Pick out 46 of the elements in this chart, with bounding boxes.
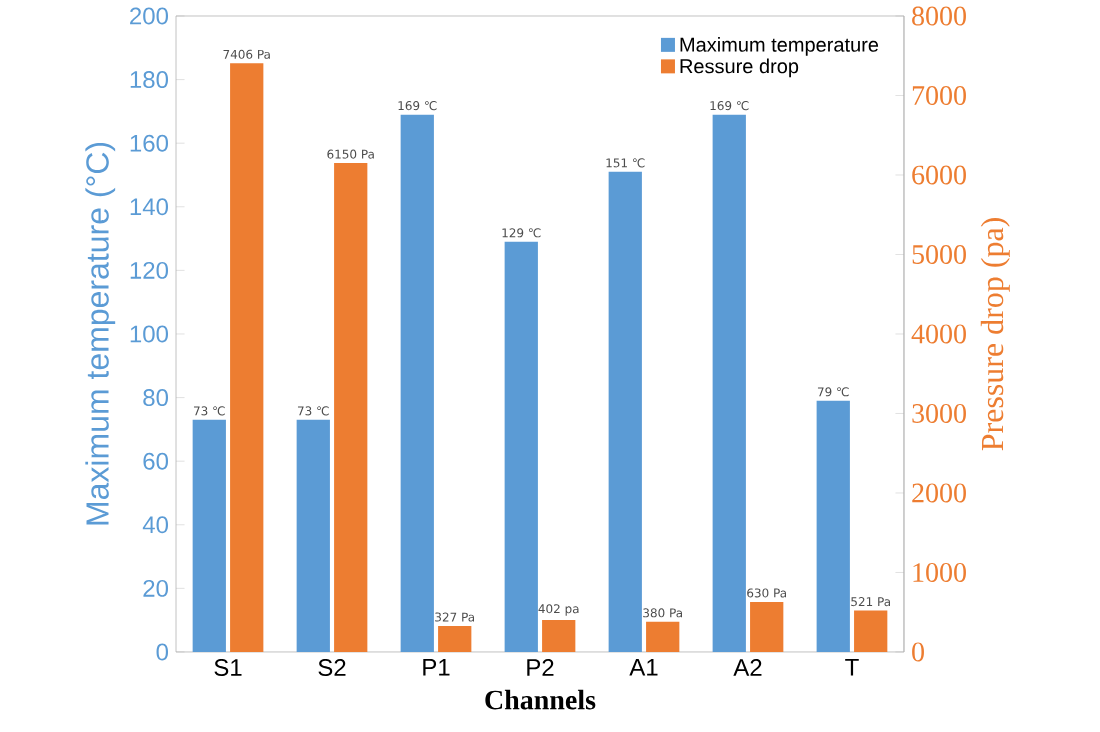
y2-tick-label: 5000 [912, 245, 966, 264]
y2-tick-label: 0 [912, 642, 924, 662]
x-tick-label: A2 [733, 659, 762, 676]
bar [816, 400, 850, 652]
y-tick-label: 120 [130, 261, 169, 279]
bar [750, 601, 784, 652]
bar [504, 241, 538, 652]
y-tick-label: 140 [130, 198, 169, 216]
y-tick-label: 20 [143, 579, 169, 597]
bar [192, 419, 226, 652]
y-tick-label: 0 [156, 643, 169, 661]
bar [608, 171, 642, 652]
bar [854, 610, 888, 652]
y2-tick-label: 8000 [912, 6, 966, 26]
y-tick-label: 80 [143, 389, 169, 407]
legend-label: Maximum temperature [680, 37, 879, 56]
x-tick-label: P1 [423, 659, 450, 676]
y-tick-label: 100 [130, 325, 169, 343]
bar [712, 114, 746, 652]
y2-tick-label: 3000 [912, 404, 966, 423]
y2-tick-label: 6000 [912, 165, 966, 185]
y2-tick-label: 1000 [913, 563, 966, 582]
y2-axis-title: Pressure drop (pa) [980, 218, 1010, 451]
bar [542, 620, 576, 652]
x-tick-label: P2 [527, 659, 554, 676]
y-tick-label: 160 [130, 134, 169, 152]
x-tick-label: A1 [629, 659, 658, 676]
bar [296, 419, 330, 652]
y2-tick-label: 2000 [912, 483, 966, 503]
y-tick-label: 40 [142, 516, 169, 534]
y-axis-title: Maximum temperature (°C) [85, 142, 116, 525]
y-tick-label: 60 [143, 452, 169, 470]
bar [438, 625, 472, 652]
x-axis-title: Channels [485, 689, 596, 710]
x-tick-label: S2 [318, 659, 346, 677]
x-tick-label: S1 [214, 659, 242, 677]
y2-tick-label: 4000 [911, 324, 966, 344]
x-tick-label: T [845, 659, 859, 676]
legend-label: Ressure drop [680, 58, 799, 78]
bar [646, 621, 680, 652]
bar [230, 63, 264, 652]
y-tick-label: 180 [130, 71, 169, 89]
y-tick-label: 200 [130, 7, 169, 25]
bar [334, 163, 368, 652]
bar [400, 114, 434, 652]
y2-tick-label: 7000 [912, 86, 966, 105]
